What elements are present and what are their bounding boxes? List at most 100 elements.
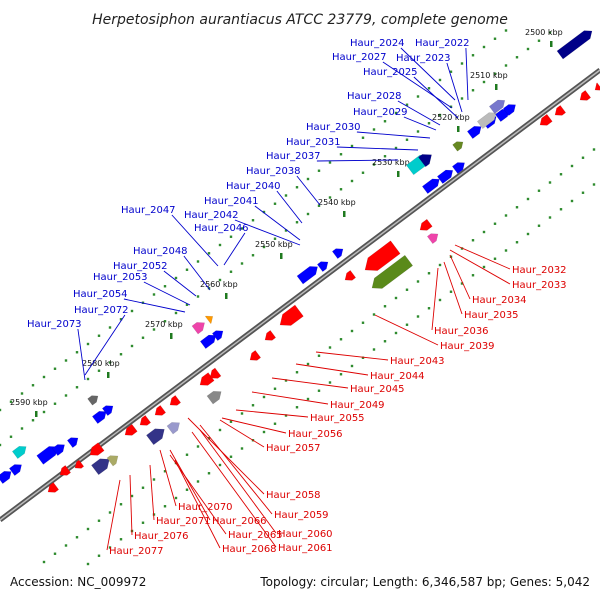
- gene-label: Haur_2028: [347, 91, 402, 102]
- tick-dot: [482, 80, 486, 84]
- gene-arrow: [204, 315, 214, 324]
- tick-dot: [405, 103, 409, 106]
- tick-dot: [174, 276, 178, 280]
- tick-dot: [405, 323, 409, 326]
- tick-dot: [482, 230, 486, 234]
- tick-dot: [394, 111, 398, 115]
- tick-dot: [0, 408, 2, 412]
- gene-arrow: [419, 218, 433, 231]
- gene-label: Haur_2041: [204, 196, 259, 207]
- tick-dot: [504, 214, 508, 217]
- label-leader-line: [397, 100, 441, 126]
- tick-dot: [53, 402, 57, 405]
- gene-label: Haur_2040: [226, 181, 281, 192]
- kbp-marker: 2590 kbp: [10, 398, 48, 407]
- tick-dot: [119, 503, 123, 506]
- label-leader-line: [199, 429, 277, 534]
- tick-dot: [328, 346, 332, 349]
- label-leader-line: [149, 464, 155, 521]
- tick-dot: [262, 430, 266, 434]
- tick-dot: [295, 406, 299, 409]
- tick-dot: [240, 262, 244, 265]
- tick-dot: [86, 377, 90, 381]
- tick-dot: [482, 265, 486, 269]
- gene-label: Haur_2031: [286, 137, 341, 148]
- tick-dot: [9, 435, 13, 438]
- tick-dot: [0, 443, 2, 447]
- gene-arrow: [169, 395, 182, 406]
- tick-dot: [86, 527, 90, 531]
- tick-dot: [262, 245, 266, 249]
- gene-arrow: [364, 240, 401, 271]
- gene-label: Haur_2030: [306, 122, 361, 133]
- gene-arrow: [331, 248, 344, 259]
- tick-dot: [350, 144, 354, 148]
- gene-label: Haur_2035: [464, 310, 519, 321]
- tick-dot: [75, 386, 79, 389]
- tick-dot: [163, 285, 167, 288]
- gene-label: Haur_2058: [266, 490, 321, 501]
- gene-label: Haur_2037: [266, 151, 321, 162]
- tick-dot: [295, 371, 299, 374]
- label-leader-line: [276, 190, 303, 224]
- kbp-markers: 2500 kbp 2510 kbp 2520 kbp 2530 kbp 2540 kbp…: [10, 28, 563, 417]
- label-leader-line: [382, 61, 453, 109]
- tick-dot: [383, 120, 387, 123]
- tick-dot: [42, 375, 46, 379]
- tick-dot: [350, 329, 354, 333]
- tick-dot: [108, 361, 112, 364]
- tick-dot: [64, 359, 68, 362]
- tick-dot: [350, 364, 354, 368]
- label-leader-line: [223, 232, 246, 266]
- gene-labels: Haur_2024 Haur_2022 Haur_2027 Haur_2023 Haur…: [27, 38, 567, 557]
- tick-dot: [328, 381, 332, 384]
- gene-arrow: [371, 254, 414, 289]
- tick-dot: [185, 453, 189, 456]
- tick-dot: [75, 351, 79, 354]
- tick-dot: [548, 181, 552, 184]
- tick-dot: [416, 95, 420, 98]
- tick-dot: [559, 208, 563, 211]
- label-leader-line: [174, 459, 221, 549]
- tick-dot: [42, 560, 46, 564]
- gene-arrow: [89, 442, 105, 456]
- gene-label: Haur_2027: [332, 52, 387, 63]
- label-leader-line: [77, 328, 86, 381]
- tick-dot: [537, 224, 541, 227]
- tick-dot: [174, 496, 178, 500]
- tick-dot: [339, 188, 343, 191]
- gene-arrow: [59, 465, 72, 476]
- label-leader-line: [123, 298, 186, 313]
- gene-arrow: [106, 455, 119, 467]
- gene-arrow: [211, 330, 224, 341]
- gene-label: Haur_2022: [415, 38, 470, 49]
- gene-arrow: [51, 444, 65, 456]
- tick-dot: [493, 257, 497, 260]
- gene-arrow: [426, 233, 439, 244]
- tick-dot: [185, 303, 189, 306]
- tick-dot: [295, 186, 299, 189]
- tick-dot: [97, 334, 101, 337]
- gene-arrow: [579, 90, 592, 101]
- tick-dot: [207, 472, 211, 475]
- tick-dot: [218, 463, 222, 467]
- label-leader-line: [449, 254, 471, 300]
- label-leader-line: [431, 267, 439, 331]
- gene-arrow: [166, 422, 180, 435]
- gene-label: Haur_2077: [109, 546, 164, 557]
- tick-dot: [493, 72, 497, 75]
- gene-label: Haur_2033: [512, 280, 567, 291]
- tick-dot: [427, 122, 431, 125]
- tick-dot: [75, 536, 79, 539]
- kbp-marker: 2550 kbp: [255, 240, 293, 249]
- kbp-tick: [280, 253, 283, 259]
- tick-dot: [163, 470, 167, 473]
- tick-dot: [196, 445, 200, 448]
- label-leader-line: [356, 131, 431, 139]
- tick-dot: [284, 414, 288, 417]
- tick-dot: [251, 219, 255, 222]
- tick-dot: [196, 480, 200, 483]
- kbp-tick: [495, 84, 498, 90]
- tick-dot: [20, 427, 24, 430]
